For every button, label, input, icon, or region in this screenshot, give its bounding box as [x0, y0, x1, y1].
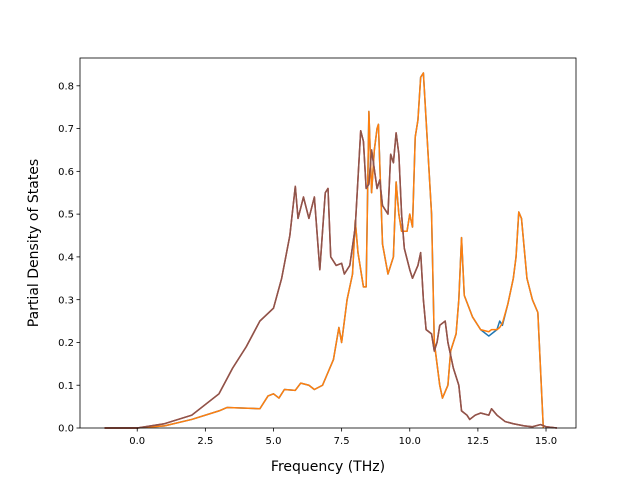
y-axis: 0.0 0.1 0.2 0.3 0.4 0.5 0.6 0.7 0.8 — [58, 81, 80, 435]
x-tick-label-1: 2.5 — [197, 436, 213, 447]
y-axis-label: Partial Density of States — [26, 159, 42, 327]
y-tick-label-6: 0.6 — [58, 167, 74, 178]
x-tick-label-3: 7.5 — [334, 436, 350, 447]
x-tick-label-2: 5.0 — [266, 436, 282, 447]
y-tick-label-4: 0.4 — [58, 253, 74, 264]
x-axis-label: Frequency (THz) — [271, 459, 385, 475]
y-tick-label-5: 0.5 — [58, 210, 74, 221]
series-line-2 — [104, 72, 545, 429]
x-tick-label-5: 12.5 — [467, 436, 489, 447]
x-tick-label-6: 15.0 — [535, 436, 557, 447]
x-axis: 0.0 2.5 5.0 7.5 10.0 12.5 15.0 — [129, 428, 557, 447]
y-tick-label-3: 0.3 — [58, 295, 74, 306]
y-tick-label-1: 0.1 — [58, 381, 74, 392]
series-layer — [104, 72, 558, 429]
plot-area — [80, 58, 576, 428]
y-tick-label-8: 0.8 — [58, 81, 74, 92]
series-line-4 — [104, 129, 558, 429]
x-tick-label-0: 0.0 — [129, 436, 145, 447]
x-tick-label-4: 10.0 — [399, 436, 421, 447]
y-tick-label-0: 0.0 — [58, 424, 74, 435]
y-tick-label-7: 0.7 — [58, 124, 74, 135]
y-tick-label-2: 0.2 — [58, 338, 74, 349]
plot-frame — [79, 57, 577, 429]
